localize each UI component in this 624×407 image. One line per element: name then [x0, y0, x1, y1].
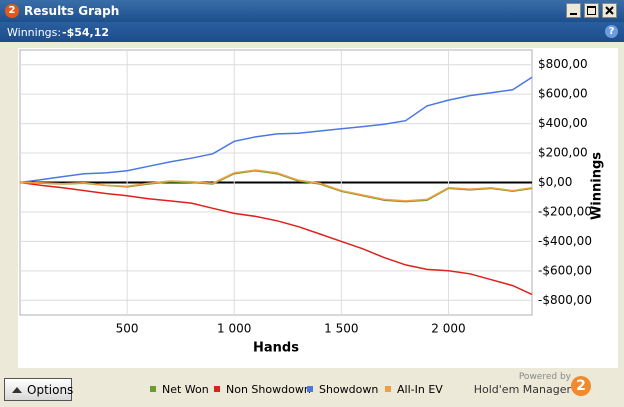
series-line [19, 76, 533, 184]
x-tick-label: 500 [116, 322, 139, 336]
powered-by: Powered by [518, 372, 571, 382]
y-tick-label: $400,00 [538, 116, 588, 130]
options-label: Options [27, 383, 74, 397]
legend-swatch [385, 386, 391, 392]
maximize-button[interactable] [584, 3, 599, 18]
y-tick-label: -$800,00 [538, 293, 592, 307]
product-logo: 2 [571, 376, 591, 396]
series-line [19, 181, 533, 296]
options-button[interactable]: Options [4, 378, 74, 401]
legend-label: All-In EV [397, 383, 443, 396]
legend-label: Showdown [319, 383, 378, 396]
y-tick-label: $600,00 [538, 87, 588, 101]
title-bar: 2 Results Graph [0, 0, 624, 22]
product-name: Hold'em Manager [473, 383, 571, 396]
plot-area [19, 49, 533, 316]
y-tick-label: -$600,00 [538, 263, 592, 277]
winnings-value: -$54,12 [62, 26, 110, 39]
legend-swatch [307, 386, 313, 392]
winnings-label: Winnings: [7, 26, 62, 39]
y-tick-label: $800,00 [538, 57, 588, 71]
close-button[interactable] [602, 3, 617, 18]
y-tick-label: $0,00 [538, 175, 572, 189]
summary-bar: Winnings: -$54,12 ? [0, 22, 624, 42]
x-tick-label: 1 500 [324, 322, 358, 336]
window-title: Results Graph [24, 4, 120, 18]
y-axis-title: Winnings [590, 152, 605, 220]
legend-swatch [214, 386, 220, 392]
help-button[interactable]: ? [605, 25, 618, 38]
minimize-button[interactable] [566, 3, 581, 18]
y-tick-label: -$200,00 [538, 204, 592, 218]
series-line [19, 169, 533, 202]
x-tick-label: 1 000 [217, 322, 251, 336]
app-icon: 2 [5, 4, 19, 18]
x-axis-title: Hands [253, 341, 299, 356]
legend-label: Net Won [162, 383, 209, 396]
y-tick-label: $200,00 [538, 146, 588, 160]
chart-background [18, 48, 618, 368]
x-tick-label: 2 000 [431, 322, 465, 336]
series-line [19, 169, 533, 203]
legend-swatch [150, 386, 156, 392]
legend-label: Non Showdown [226, 383, 311, 396]
y-tick-label: -$400,00 [538, 234, 592, 248]
